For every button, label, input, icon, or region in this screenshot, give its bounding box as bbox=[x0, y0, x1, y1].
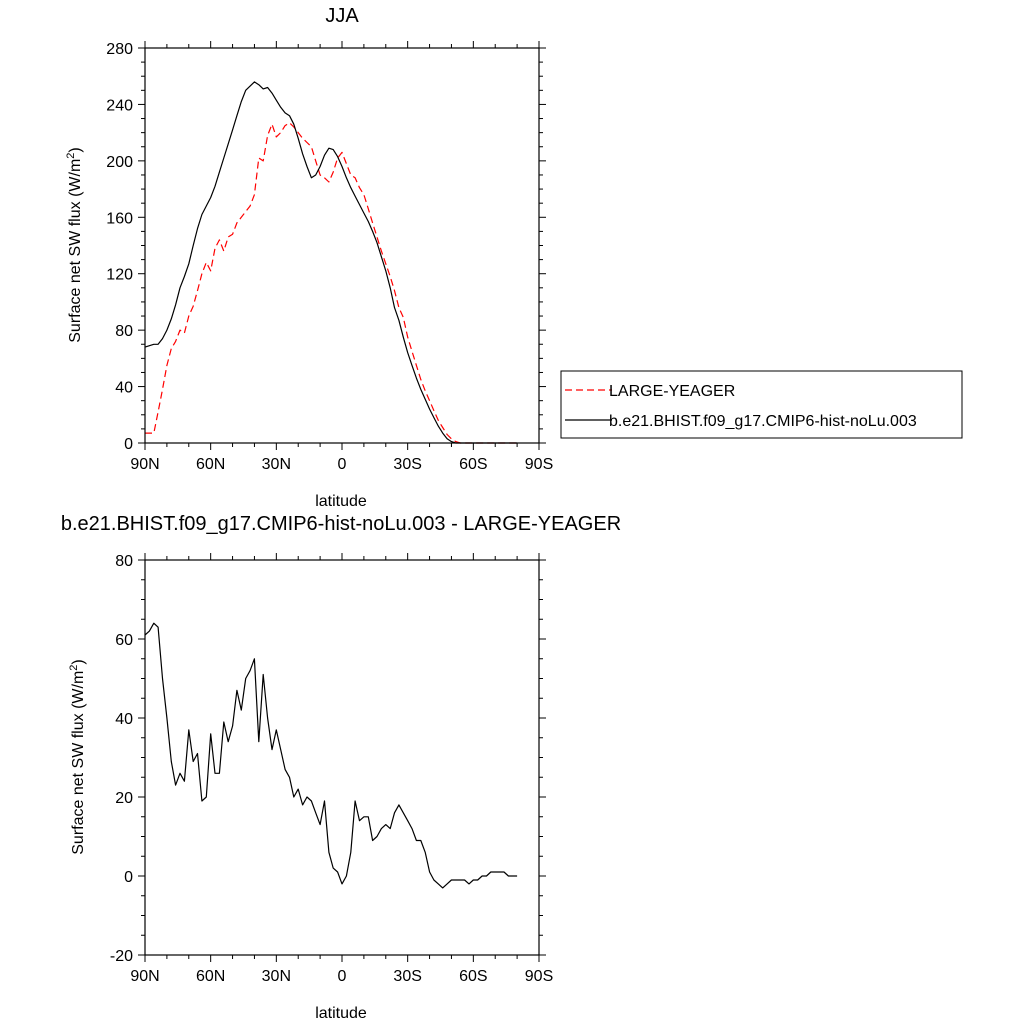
x-tick-label: 0 bbox=[338, 968, 347, 985]
y-tick-label: 240 bbox=[106, 97, 133, 114]
y-tick-label: 280 bbox=[106, 41, 133, 58]
x-tick-label: 60N bbox=[196, 968, 225, 985]
x-tick-label: 90N bbox=[130, 456, 159, 473]
y-axis-label: Surface net SW flux (W/m2) bbox=[65, 147, 84, 343]
legend: LARGE-YEAGER b.e21.BHIST.f09_g17.CMIP6-h… bbox=[560, 370, 963, 439]
y-tick-label: 40 bbox=[115, 711, 133, 728]
y-tick-label: 20 bbox=[115, 790, 133, 807]
x-tick-label: 90S bbox=[525, 456, 553, 473]
y-axis-label: Surface net SW flux (W/m2) bbox=[68, 659, 87, 855]
x-tick-label: 60N bbox=[196, 456, 225, 473]
series-line-large-yeager bbox=[145, 122, 518, 444]
series-line-diff-0 bbox=[144, 622, 518, 889]
y-tick-label: 80 bbox=[115, 553, 133, 570]
y-tick-label: 0 bbox=[124, 436, 133, 453]
legend-label-large-yeager: LARGE-YEAGER bbox=[609, 383, 735, 400]
y-tick-label: 0 bbox=[124, 869, 133, 886]
x-axis-label: latitude bbox=[315, 493, 367, 510]
plot-frame bbox=[144, 47, 540, 444]
y-tick-label: 80 bbox=[115, 323, 133, 340]
y-tick-label: 120 bbox=[106, 267, 133, 284]
x-tick-label: 60S bbox=[459, 968, 487, 985]
y-tick-label: 60 bbox=[115, 632, 133, 649]
y-tick-label: -20 bbox=[110, 948, 133, 965]
y-tick-label: 160 bbox=[106, 210, 133, 227]
x-tick-label: 30S bbox=[393, 456, 421, 473]
x-tick-label: 30N bbox=[262, 968, 291, 985]
legend-box bbox=[560, 370, 963, 439]
x-tick-label: 30N bbox=[262, 456, 291, 473]
y-tick-label: 40 bbox=[115, 380, 133, 397]
chart-title: b.e21.BHIST.f09_g17.CMIP6-hist-noLu.003 … bbox=[61, 513, 621, 535]
plot-frame bbox=[144, 559, 540, 956]
series-line-b-e21-bhist-f09-g17-cmip6-hist-nolu-003 bbox=[144, 81, 518, 444]
x-tick-label: 90N bbox=[130, 968, 159, 985]
y-tick-label: 200 bbox=[106, 154, 133, 171]
x-tick-label: 30S bbox=[393, 968, 421, 985]
bottom-chart: b.e21.BHIST.f09_g17.CMIP6-hist-noLu.003 … bbox=[61, 513, 621, 1022]
x-tick-label: 90S bbox=[525, 968, 553, 985]
x-tick-label: 0 bbox=[338, 456, 347, 473]
top-chart: JJA Surface net SW flux (W/m2) latitude … bbox=[65, 5, 553, 510]
legend-label-hist-nolu: b.e21.BHIST.f09_g17.CMIP6-hist-noLu.003 bbox=[609, 413, 917, 430]
x-tick-label: 60S bbox=[459, 456, 487, 473]
x-axis-label: latitude bbox=[315, 1005, 367, 1022]
chart-title: JJA bbox=[325, 5, 359, 27]
